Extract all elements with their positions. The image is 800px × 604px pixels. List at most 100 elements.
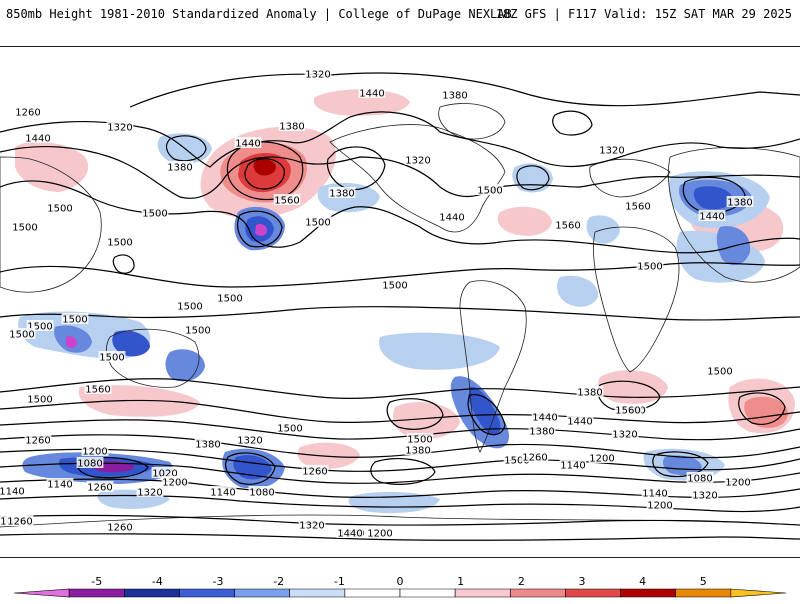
colorbar-segment: [399, 588, 456, 598]
contour-label-bg: [26, 393, 54, 404]
contour-label: 1440: [699, 212, 724, 223]
contour-label: 1500: [9, 330, 34, 341]
contour-label: 1500: [107, 238, 132, 249]
contour-label: 1260: [107, 523, 132, 534]
contour-label: 1500: [62, 315, 87, 326]
closed-contour: [516, 165, 550, 191]
contour-label: 1320: [299, 521, 324, 532]
contour-label-bg: [646, 499, 674, 510]
height-contour: [0, 478, 800, 498]
contour-label: 1200: [82, 447, 107, 458]
contour-label-bg: [528, 425, 556, 436]
height-contour: [0, 462, 800, 484]
contour-label: 1380: [442, 91, 467, 102]
positive-anomaly: [297, 442, 360, 469]
colorbar-segment: [565, 588, 621, 598]
contour-label: 1140: [0, 487, 25, 498]
contour-label: 1080: [687, 474, 712, 485]
contour-label: 1140: [560, 461, 585, 472]
contour-label-bg: [531, 411, 559, 422]
contour-label: 1500: [177, 302, 202, 313]
contour-label: 1200: [162, 478, 187, 489]
contour-label-bg: [598, 144, 626, 155]
contour-label-bg: [476, 184, 504, 195]
positive-anomaly: [598, 370, 668, 404]
contour-label-bg: [336, 527, 364, 538]
contour-label-bg: [166, 161, 194, 172]
contour-label-bg: [404, 444, 432, 455]
contour-label: 1560: [625, 202, 650, 213]
coastline-europe: [589, 158, 671, 198]
colorbar-tick-label: 4: [639, 575, 646, 588]
closed-contour: [552, 110, 593, 136]
colorbar-segment: [730, 588, 787, 598]
contour-label-bg: [691, 489, 719, 500]
contour-label-bg: [0, 485, 26, 496]
contour-label-bg: [576, 386, 604, 397]
contour-label-bg: [8, 328, 36, 339]
contour-label-bg: [236, 434, 264, 445]
colorbar-tick-label: 5: [700, 575, 707, 588]
contour-label-bg: [559, 459, 587, 470]
contour-label: 1500: [12, 223, 37, 234]
contour-label-bg: [24, 132, 52, 143]
contour-label-bg: [726, 196, 754, 207]
contour-label-bg: [6, 515, 34, 526]
contour-label-bg: [554, 219, 582, 230]
contour-label-bg: [301, 465, 329, 476]
contour-label-bg: [381, 279, 409, 290]
contour-label: 1500: [477, 186, 502, 197]
colorbar-segment: [454, 588, 511, 598]
contour-label: 1440: [25, 134, 50, 145]
contour-label: 1140: [642, 489, 667, 500]
contour-label-bg: [234, 137, 262, 148]
closed-contour: [326, 146, 386, 191]
colorbar-segment: [13, 588, 70, 598]
contour-label: 1500: [27, 322, 52, 333]
negative-anomaly: [379, 332, 500, 370]
contour-label: 1500: [504, 456, 529, 467]
contour-label: 1380: [577, 388, 602, 399]
contour-label-bg: [176, 300, 204, 311]
contour-label: 1140: [47, 480, 72, 491]
contour-label: 1200: [367, 529, 392, 540]
model-run-valid-time: 18Z GFS | F117 Valid: 15Z SAT MAR 29 202…: [495, 7, 792, 21]
contour-label: 1320: [137, 488, 162, 499]
colorbar-tick-label: -2: [273, 575, 284, 588]
contour-label: 1500: [305, 218, 330, 229]
contour-label: 1320: [405, 156, 430, 167]
contour-label-bg: [366, 527, 394, 538]
contour-label: 1500: [407, 435, 432, 446]
contour-label-bg: [276, 422, 304, 433]
contour-label-bg: [11, 221, 39, 232]
map-panel: 1320 1440 1380 1260 1320 1380 1440 1320 1440 1380…: [0, 46, 800, 558]
contour-label-bg: [438, 211, 466, 222]
coastline-north-america: [329, 124, 506, 233]
contour-label: 1560: [85, 385, 110, 396]
height-contour: [0, 378, 800, 399]
height-contour: [0, 533, 800, 541]
contour-label: 1320: [599, 146, 624, 157]
header: 850mb Height 1981-2010 Standardized Anom…: [0, 0, 800, 30]
contour-label-bg: [521, 451, 549, 462]
height-contour: [0, 399, 800, 424]
closed-contour: [237, 210, 283, 248]
contour-label: 1200: [725, 478, 750, 489]
contour-label-bg: [698, 210, 726, 221]
colorbar-segment: [620, 588, 677, 598]
contour-label-bg: [588, 452, 616, 463]
height-contour: [0, 306, 800, 321]
contour-label: 1560: [555, 221, 580, 232]
contour-label: 1380: [195, 440, 220, 451]
contour-label-bg: [76, 457, 104, 468]
colorbar-tick-label: 2: [518, 575, 525, 588]
contour-label-bg: [184, 324, 212, 335]
contour-label-bg: [273, 194, 301, 205]
contour-label-bg: [216, 292, 244, 303]
contour-label: 1380: [727, 198, 752, 209]
map-title: 850mb Height 1981-2010 Standardized Anom…: [6, 7, 512, 21]
closed-contour: [165, 135, 207, 162]
contour-label-bg: [328, 187, 356, 198]
colorbar-tick-label: -4: [152, 575, 163, 588]
